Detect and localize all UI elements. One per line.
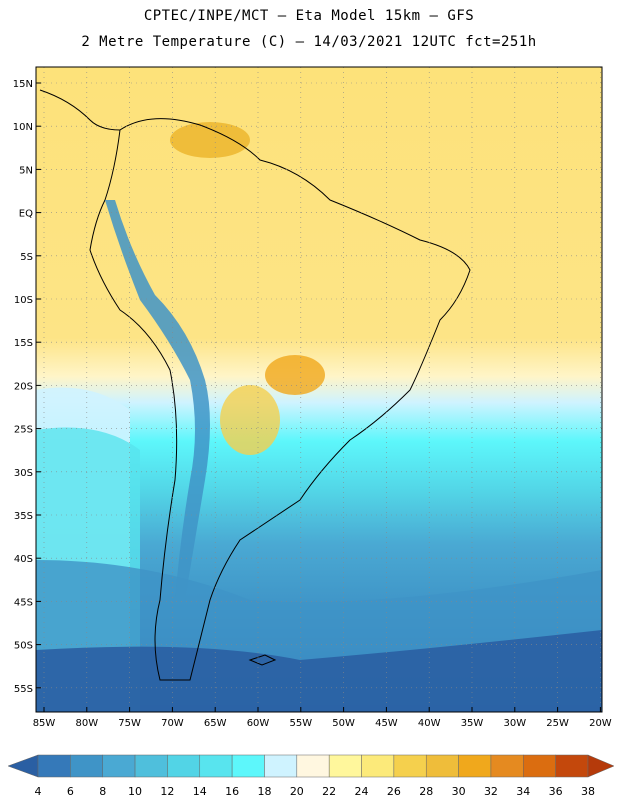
lat-label: 20S bbox=[14, 381, 33, 392]
lon-label: 50W bbox=[332, 718, 355, 729]
colorbar-label: 20 bbox=[290, 785, 304, 798]
lon-label: 80W bbox=[75, 718, 98, 729]
colorbar-box bbox=[490, 754, 524, 778]
lat-label: 50S bbox=[14, 641, 33, 652]
colorbar bbox=[7, 754, 615, 778]
colorbar-label: 6 bbox=[67, 785, 74, 798]
lat-label: EQ bbox=[19, 209, 33, 220]
lat-label: 35S bbox=[14, 511, 33, 522]
lon-label: 40W bbox=[418, 718, 441, 729]
colorbar-box bbox=[167, 754, 201, 778]
lon-label: 55W bbox=[289, 718, 312, 729]
lon-label: 65W bbox=[204, 718, 227, 729]
falklands-outline bbox=[248, 654, 277, 666]
chart-title-line1: CPTEC/INPE/MCT — Eta Model 15km — GFS bbox=[143, 8, 475, 24]
colorbar-box bbox=[70, 754, 103, 778]
lat-label: 25S bbox=[14, 425, 33, 436]
lat-label: 55S bbox=[14, 684, 33, 695]
colorbar-box bbox=[425, 754, 459, 778]
lon-label: 20W bbox=[589, 718, 612, 729]
colorbar-label: 4 bbox=[35, 785, 42, 798]
colorbar-labels: 4 6 8 10 12 14 16 18 20 22 24 26 28 30 32 34 36 38 bbox=[35, 785, 596, 798]
lat-label: 15S bbox=[14, 338, 33, 349]
colorbar-box bbox=[361, 754, 395, 778]
colorbar-box bbox=[328, 754, 362, 778]
lat-label: 5S bbox=[20, 252, 33, 263]
colorbar-label: 18 bbox=[257, 785, 271, 798]
colorbar-label: 26 bbox=[387, 785, 401, 798]
colorbar-box bbox=[458, 754, 492, 778]
colorbar-box bbox=[523, 754, 556, 778]
warm-spot-venezuela bbox=[170, 122, 250, 158]
colorbar-box bbox=[393, 754, 427, 778]
colorbar-box bbox=[37, 754, 71, 778]
colorbar-box bbox=[296, 754, 330, 778]
colorbar-box bbox=[102, 754, 136, 778]
lon-label: 60W bbox=[247, 718, 270, 729]
map-frame bbox=[35, 66, 603, 713]
colorbar-label: 38 bbox=[581, 785, 595, 798]
lon-label: 25W bbox=[546, 718, 569, 729]
central-america-outline bbox=[39, 89, 121, 131]
colorbar-box bbox=[264, 754, 298, 778]
colorbar-box bbox=[199, 754, 233, 778]
colorbar-label: 28 bbox=[419, 785, 433, 798]
lon-label: 75W bbox=[118, 718, 141, 729]
lon-label: 35W bbox=[461, 718, 484, 729]
warm-spot-pantanal bbox=[265, 355, 325, 395]
lat-label: 10N bbox=[13, 122, 33, 133]
colorbar-label: 34 bbox=[516, 785, 530, 798]
lon-label: 30W bbox=[503, 718, 526, 729]
colorbar-arrow-right bbox=[587, 754, 615, 778]
chart-title-line2: 2 Metre Temperature (C) — 14/03/2021 12U… bbox=[81, 34, 537, 50]
colorbar-label: 22 bbox=[322, 785, 336, 798]
lon-label: 70W bbox=[161, 718, 184, 729]
colorbar-label: 32 bbox=[484, 785, 498, 798]
lon-label: 45W bbox=[375, 718, 398, 729]
colorbar-box bbox=[555, 754, 589, 778]
colorbar-arrow-left bbox=[7, 754, 39, 778]
colorbar-label: 36 bbox=[549, 785, 563, 798]
colorbar-label: 10 bbox=[128, 785, 142, 798]
south-america-outline bbox=[89, 118, 471, 681]
latitude-labels: 15N 10N 5N EQ 5S 10S 15S 20S 25S 30S 35S 40S 45S 50S 5… bbox=[13, 79, 41, 695]
colorbar-box bbox=[134, 754, 168, 778]
map-field bbox=[36, 67, 602, 712]
colorbar-label: 8 bbox=[99, 785, 106, 798]
lat-label: 30S bbox=[14, 468, 33, 479]
colorbar-label: 16 bbox=[225, 785, 239, 798]
colorbar-label: 12 bbox=[160, 785, 174, 798]
colorbar-label: 30 bbox=[452, 785, 466, 798]
lat-label: 10S bbox=[14, 295, 33, 306]
colorbar-label: 14 bbox=[193, 785, 207, 798]
colorbar-box bbox=[231, 754, 265, 778]
lat-label: 5N bbox=[19, 165, 33, 176]
lat-label: 40S bbox=[14, 554, 33, 565]
southern-ocean-deep-band bbox=[36, 630, 602, 712]
lat-label: 45S bbox=[14, 597, 33, 608]
lon-label: 85W bbox=[33, 718, 56, 729]
warm-spot-chaco bbox=[220, 385, 280, 455]
colorbar-label: 24 bbox=[355, 785, 369, 798]
longitude-labels: 85W 80W 75W 70W 65W 60W 55W 50W 45W 40W 35W 30W 25W 2… bbox=[33, 707, 612, 729]
lat-label: 15N bbox=[13, 79, 33, 90]
